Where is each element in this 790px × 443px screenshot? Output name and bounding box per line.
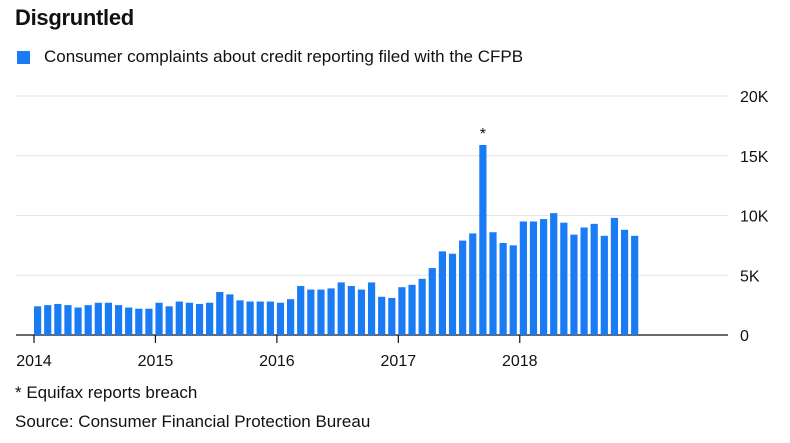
bar	[84, 305, 92, 335]
bar	[145, 308, 153, 335]
x-tick-label: 2017	[381, 353, 417, 370]
bar	[479, 144, 487, 335]
legend: Consumer complaints about credit reporti…	[17, 47, 523, 67]
x-tick-label: 2014	[16, 353, 52, 370]
y-tick-label: 5K	[740, 268, 760, 285]
annotation-asterisk: *	[480, 126, 486, 143]
bar	[620, 229, 629, 335]
bar	[357, 289, 366, 335]
bar	[114, 305, 123, 335]
bar	[499, 242, 507, 335]
legend-label: Consumer complaints about credit reporti…	[44, 47, 524, 66]
bar	[570, 234, 578, 335]
bar	[155, 302, 163, 335]
bar	[459, 240, 467, 335]
bar	[185, 302, 193, 335]
bar	[276, 302, 285, 335]
bar	[560, 222, 568, 335]
chart-title: Disgruntled	[15, 5, 134, 30]
bar	[610, 217, 619, 335]
bar	[489, 232, 497, 335]
bar	[54, 303, 62, 335]
bar	[378, 296, 386, 335]
bar	[509, 245, 517, 335]
bar	[266, 301, 274, 335]
bar	[44, 305, 52, 335]
y-tick-label: 0	[740, 328, 749, 345]
bar	[337, 282, 345, 335]
bar	[216, 291, 224, 335]
bar	[590, 223, 598, 335]
bar	[327, 288, 335, 335]
bar	[64, 305, 72, 335]
y-tick-label: 10K	[740, 209, 769, 226]
bar	[256, 301, 264, 335]
bar	[135, 308, 143, 335]
bar	[287, 299, 295, 335]
bar	[175, 301, 183, 335]
x-tick-label: 2015	[138, 353, 174, 370]
bar	[519, 221, 527, 335]
bar	[580, 227, 588, 335]
bar	[418, 278, 426, 335]
bar	[226, 294, 234, 335]
x-tick-label: 2018	[502, 353, 538, 370]
bar	[34, 306, 42, 335]
bar	[529, 221, 538, 335]
bar	[246, 301, 254, 335]
y-tick-label: 15K	[740, 149, 769, 166]
source-note: Source: Consumer Financial Protection Bu…	[15, 412, 371, 431]
bar	[307, 289, 315, 335]
bar	[347, 286, 355, 335]
bar	[317, 289, 325, 335]
bar	[631, 235, 639, 335]
bar	[74, 307, 82, 335]
bar	[94, 302, 102, 335]
bar	[297, 286, 305, 335]
bar	[408, 284, 416, 335]
x-tick-label: 2016	[259, 353, 295, 370]
bar	[388, 297, 396, 335]
bar	[206, 302, 214, 335]
bar	[165, 306, 173, 335]
bar	[469, 233, 477, 335]
bar	[438, 251, 446, 335]
bar	[600, 235, 608, 335]
bar	[367, 282, 376, 335]
bar	[448, 253, 457, 335]
bar	[540, 219, 548, 335]
bar	[550, 213, 558, 335]
bar	[125, 307, 133, 335]
bar	[398, 287, 406, 335]
footnote: * Equifax reports breach	[15, 383, 198, 402]
y-tick-label: 20K	[740, 89, 769, 106]
bar	[195, 303, 204, 335]
bar	[236, 300, 244, 335]
legend-swatch	[17, 50, 30, 64]
bar	[428, 268, 436, 335]
bar	[104, 302, 113, 335]
